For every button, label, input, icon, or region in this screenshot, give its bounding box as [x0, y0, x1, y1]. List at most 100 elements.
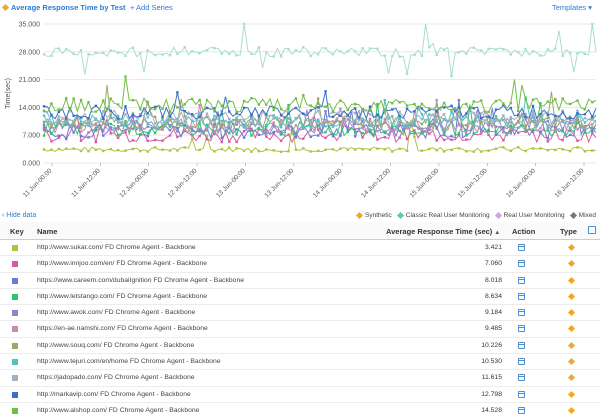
- action-view-icon[interactable]: [518, 244, 525, 251]
- series-point: [383, 54, 387, 57]
- series-point: [457, 115, 461, 118]
- series-point: [65, 97, 68, 100]
- table-row[interactable]: http://www.sukar.com/ FD Chrome Agent - …: [0, 240, 600, 257]
- series-color-swatch[interactable]: [12, 326, 18, 333]
- series-point: [435, 139, 438, 142]
- series-point: [109, 147, 112, 151]
- series-point: [524, 115, 527, 119]
- series-point: [153, 122, 157, 125]
- header-avg[interactable]: Average Response Time (sec) ▲: [386, 227, 501, 236]
- series-point: [561, 109, 564, 112]
- series-color-swatch[interactable]: [12, 375, 18, 382]
- series-point: [457, 132, 461, 135]
- series-point: [339, 107, 342, 111]
- series-point: [42, 121, 46, 125]
- series-point: [205, 125, 209, 128]
- x-tick-label: 14 Jun-00:00: [312, 167, 344, 199]
- series-point: [235, 133, 238, 136]
- table-row[interactable]: http://www.letstango.com/ FD Chrome Agen…: [0, 289, 600, 306]
- series-point: [161, 118, 164, 121]
- series-point: [339, 109, 342, 113]
- add-series-link[interactable]: + Add Series: [130, 3, 173, 12]
- templates-dropdown[interactable]: Templates ▾: [551, 3, 592, 12]
- series-point: [183, 120, 186, 123]
- action-view-icon[interactable]: [518, 260, 525, 268]
- series-point: [109, 109, 112, 113]
- hide-data-link[interactable]: ‹ Hide data: [2, 212, 37, 219]
- action-view-icon[interactable]: [518, 325, 525, 333]
- series-point: [531, 147, 535, 150]
- series-point: [413, 102, 416, 106]
- series-point: [50, 113, 53, 117]
- series-point: [176, 52, 179, 56]
- series-color-swatch[interactable]: [12, 261, 18, 268]
- series-point: [398, 123, 401, 127]
- header-name[interactable]: Name: [37, 227, 58, 236]
- series-point: [442, 127, 446, 130]
- table-settings-icon[interactable]: [588, 226, 596, 234]
- series-point: [250, 114, 253, 117]
- series-point: [524, 129, 527, 133]
- series-point: [361, 108, 364, 111]
- series-color-swatch[interactable]: [12, 245, 18, 251]
- series-point: [353, 111, 357, 115]
- action-view-icon[interactable]: [518, 406, 525, 414]
- table-row[interactable]: https://en-ae.namshi.com/ FD Chrome Agen…: [0, 321, 600, 338]
- action-view-icon[interactable]: [518, 292, 525, 300]
- series-point: [287, 124, 290, 127]
- series-point: [413, 123, 416, 126]
- series-point: [346, 148, 349, 151]
- series-point: [539, 120, 542, 123]
- series-point: [554, 128, 557, 131]
- action-view-icon[interactable]: [518, 276, 525, 284]
- series-line: [43, 23, 597, 77]
- series-color-swatch[interactable]: [12, 293, 18, 300]
- synthetic-type-icon: [567, 406, 576, 415]
- action-view-icon[interactable]: [518, 309, 525, 317]
- series-color-swatch[interactable]: [12, 277, 18, 284]
- table-row[interactable]: https://jadopado.com/ FD Chrome Agent - …: [0, 370, 600, 387]
- series-point: [450, 74, 453, 78]
- series-point: [272, 132, 275, 136]
- series-point: [450, 121, 453, 124]
- series-point: [190, 125, 194, 128]
- series-point: [576, 112, 579, 115]
- series-point: [494, 114, 498, 118]
- series-point: [272, 123, 275, 126]
- series-point: [116, 127, 120, 131]
- chart-title[interactable]: Average Response Time by Test: [1, 3, 126, 12]
- series-point: [539, 131, 542, 135]
- table-row[interactable]: http://www.souq.com/ FD Chrome Agent - B…: [0, 338, 600, 355]
- series-point: [450, 118, 453, 121]
- series-point: [583, 128, 587, 132]
- diamond-icon: [355, 211, 364, 220]
- series-point: [131, 115, 135, 118]
- series-point: [591, 22, 594, 26]
- series-color-swatch[interactable]: [12, 342, 18, 349]
- action-view-icon[interactable]: [518, 390, 525, 398]
- series-point: [168, 129, 172, 132]
- table-row[interactable]: https://www.careem.com/dubaiIgnition FD …: [0, 273, 600, 289]
- series-point: [391, 108, 394, 111]
- header-key[interactable]: Key: [10, 227, 24, 236]
- table-row[interactable]: http://www.tejuri.com/en/home FD Chrome …: [0, 354, 600, 371]
- series-color-swatch[interactable]: [12, 407, 18, 414]
- action-view-icon[interactable]: [518, 358, 525, 366]
- series-color-swatch[interactable]: [12, 391, 18, 398]
- series-point: [539, 115, 542, 119]
- table-row[interactable]: http://www.innjoo.com/en/ FD Chrome Agen…: [0, 256, 600, 273]
- action-view-icon[interactable]: [518, 341, 525, 349]
- series-point: [242, 123, 246, 127]
- series-color-swatch[interactable]: [12, 359, 18, 366]
- series-point: [554, 125, 557, 129]
- series-point: [279, 126, 283, 129]
- series-point: [257, 114, 261, 118]
- series-point: [287, 127, 290, 130]
- table-row[interactable]: http://markavip.com/ FD Chrome Agent - B…: [0, 387, 600, 403]
- series-point: [220, 126, 224, 129]
- series-point: [124, 112, 127, 116]
- table-row[interactable]: http://www.alshop.com/ FD Chrome Agent -…: [0, 403, 600, 417]
- action-view-icon[interactable]: [518, 374, 525, 382]
- series-color-swatch[interactable]: [12, 310, 18, 317]
- table-row[interactable]: http://www.awok.com/ FD Chrome Agent - B…: [0, 305, 600, 322]
